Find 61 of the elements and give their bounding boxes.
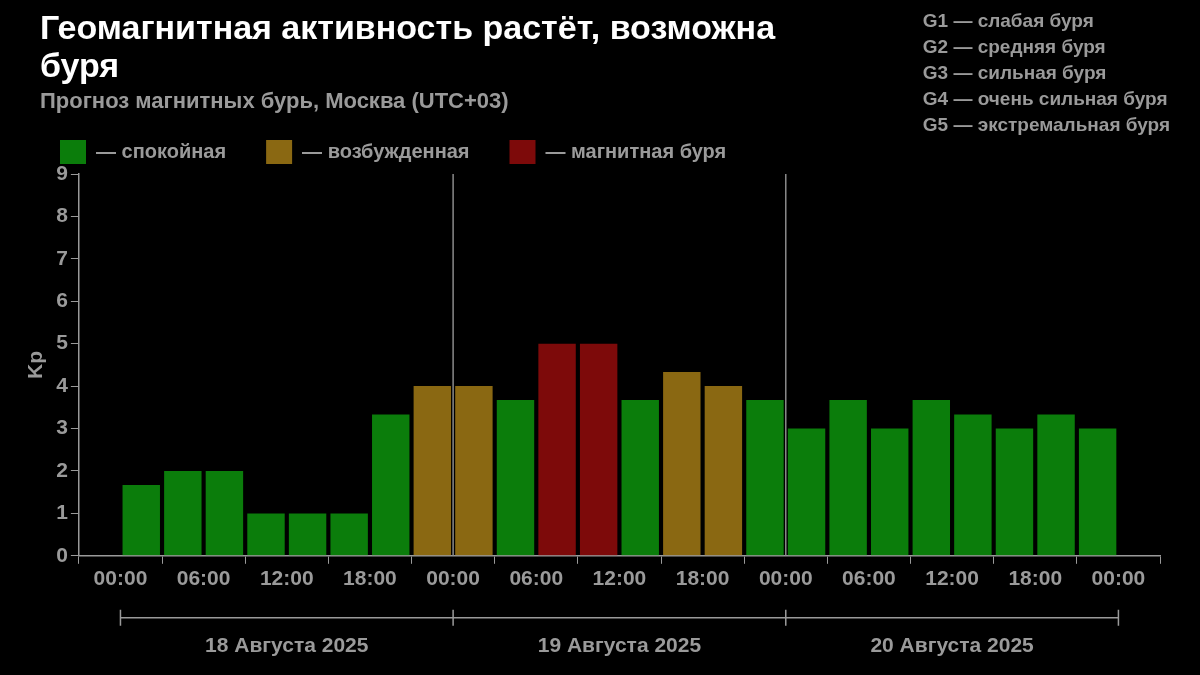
text: 19 Августа 2025 xyxy=(537,632,702,656)
text: G3 — сильная буря xyxy=(922,61,1108,85)
x-tick-label: 06:00 xyxy=(842,566,896,590)
x-tick-label: 06:00 xyxy=(176,566,231,590)
bar xyxy=(787,428,826,556)
chart-title: Геомагнитная активность растёт, возможна буря xyxy=(40,8,777,84)
y-tick-label: 6 xyxy=(56,288,68,312)
y-tick-label: 5 xyxy=(56,330,69,354)
bar xyxy=(164,470,202,556)
x-tick-label: 00:00 xyxy=(1091,566,1146,590)
x-tick-label: 12:00 xyxy=(592,566,647,590)
bar xyxy=(912,400,951,556)
y-tick-label: 7 xyxy=(56,245,68,269)
bar xyxy=(704,386,743,556)
y-tick-label: 8 xyxy=(56,203,69,227)
x-tick-label: 12:00 xyxy=(259,566,314,590)
x-tick-label: 06:00 xyxy=(509,566,564,590)
x-tick-label: 00:00 xyxy=(93,566,148,590)
bar xyxy=(122,484,160,556)
bar xyxy=(205,470,244,556)
y-tick-label: 3 xyxy=(56,415,68,439)
x-tick-label: 18:00 xyxy=(343,566,397,590)
text: G4 — очень сильная буря xyxy=(922,87,1169,111)
x-tick-label: 18:00 xyxy=(1008,566,1063,590)
bar xyxy=(496,400,535,556)
bar xyxy=(1078,428,1117,556)
bar xyxy=(538,343,576,556)
bar xyxy=(746,400,784,556)
x-tick-label: 00:00 xyxy=(426,566,480,590)
bar xyxy=(413,386,452,556)
legend-label: — магнитная буря xyxy=(545,139,727,162)
text: G1 — слабая буря xyxy=(922,9,1095,33)
y-tick-label: 0 xyxy=(56,542,68,566)
x-tick-label: 18:00 xyxy=(675,566,730,590)
bar xyxy=(954,414,992,556)
text: G2 — средняя буря xyxy=(922,35,1107,59)
bar xyxy=(663,372,701,556)
text: 18 Августа 2025 xyxy=(205,632,369,656)
bar xyxy=(621,400,659,556)
y-tick-label: 2 xyxy=(56,457,68,481)
y-tick-label: 1 xyxy=(56,500,69,524)
bar xyxy=(995,428,1034,556)
bar xyxy=(829,400,867,556)
bar xyxy=(1037,414,1075,556)
y-tick-label: 9 xyxy=(56,160,68,184)
x-tick-label: 00:00 xyxy=(758,566,813,590)
bar xyxy=(247,513,285,556)
bar xyxy=(372,414,410,556)
legend-label: — возбужденная xyxy=(302,139,470,162)
bar xyxy=(330,513,368,556)
bar xyxy=(579,343,618,556)
bar xyxy=(871,428,909,556)
legend-label: — спокойная xyxy=(96,139,227,162)
y-tick-label: 4 xyxy=(56,372,69,396)
y-axis-title: Kp xyxy=(23,350,47,379)
bar xyxy=(288,513,327,556)
x-tick-label: 12:00 xyxy=(925,566,979,590)
text: G5 — экстремальная буря xyxy=(922,113,1170,137)
text: 20 Августа 2025 xyxy=(870,632,1035,656)
bar xyxy=(455,386,493,556)
chart-subtitle: Прогноз магнитных бурь, Москва (UTC+03) xyxy=(40,88,510,114)
